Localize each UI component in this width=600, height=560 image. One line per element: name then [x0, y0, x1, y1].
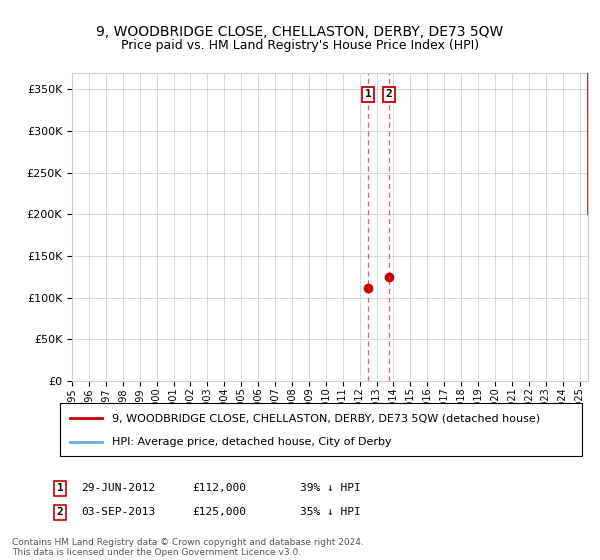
Text: 1: 1 [365, 90, 371, 99]
Text: 9, WOODBRIDGE CLOSE, CHELLASTON, DERBY, DE73 5QW: 9, WOODBRIDGE CLOSE, CHELLASTON, DERBY, … [97, 25, 503, 39]
Text: 9, WOODBRIDGE CLOSE, CHELLASTON, DERBY, DE73 5QW (detached house): 9, WOODBRIDGE CLOSE, CHELLASTON, DERBY, … [112, 413, 541, 423]
Text: 1: 1 [56, 483, 64, 493]
Text: 03-SEP-2013: 03-SEP-2013 [81, 507, 155, 517]
Text: 35% ↓ HPI: 35% ↓ HPI [300, 507, 361, 517]
FancyBboxPatch shape [60, 403, 582, 456]
Text: 2: 2 [56, 507, 64, 517]
Text: Price paid vs. HM Land Registry's House Price Index (HPI): Price paid vs. HM Land Registry's House … [121, 39, 479, 52]
Text: 2: 2 [386, 90, 392, 99]
Text: 39% ↓ HPI: 39% ↓ HPI [300, 483, 361, 493]
Text: £125,000: £125,000 [192, 507, 246, 517]
Bar [368, 73, 389, 381]
Text: HPI: Average price, detached house, City of Derby: HPI: Average price, detached house, City… [112, 436, 392, 446]
Text: £112,000: £112,000 [192, 483, 246, 493]
Text: 29-JUN-2012: 29-JUN-2012 [81, 483, 155, 493]
Text: Contains HM Land Registry data © Crown copyright and database right 2024.
This d: Contains HM Land Registry data © Crown c… [12, 538, 364, 557]
